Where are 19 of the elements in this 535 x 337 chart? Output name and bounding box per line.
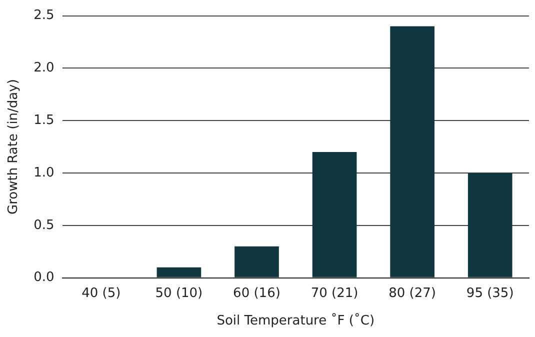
bar: [234, 246, 279, 278]
x-tick-label: 70 (21): [310, 286, 358, 301]
x-axis-title: Soil Temperature ˚F (˚C): [216, 312, 375, 329]
bar: [312, 152, 357, 278]
y-axis-title: Growth Rate (in/day): [6, 79, 22, 215]
x-tick-label: 40 (5): [82, 286, 121, 301]
x-tick-label: 80 (27): [388, 286, 436, 301]
y-tick-label: 2.5: [34, 8, 54, 24]
y-tick-label: 2.0: [34, 60, 54, 76]
bar: [390, 26, 434, 278]
bar: [468, 173, 512, 278]
y-tick-label: 1.5: [34, 112, 54, 128]
x-tick-label: 50 (10): [155, 286, 203, 301]
y-tick-label: 0.0: [34, 270, 54, 286]
x-tick-label: 95 (35): [466, 286, 514, 301]
y-tick-label: 0.5: [34, 218, 54, 233]
x-tick-label: 60 (16): [233, 286, 280, 301]
bar: [156, 267, 202, 278]
y-tick-label: 1.0: [34, 165, 54, 180]
